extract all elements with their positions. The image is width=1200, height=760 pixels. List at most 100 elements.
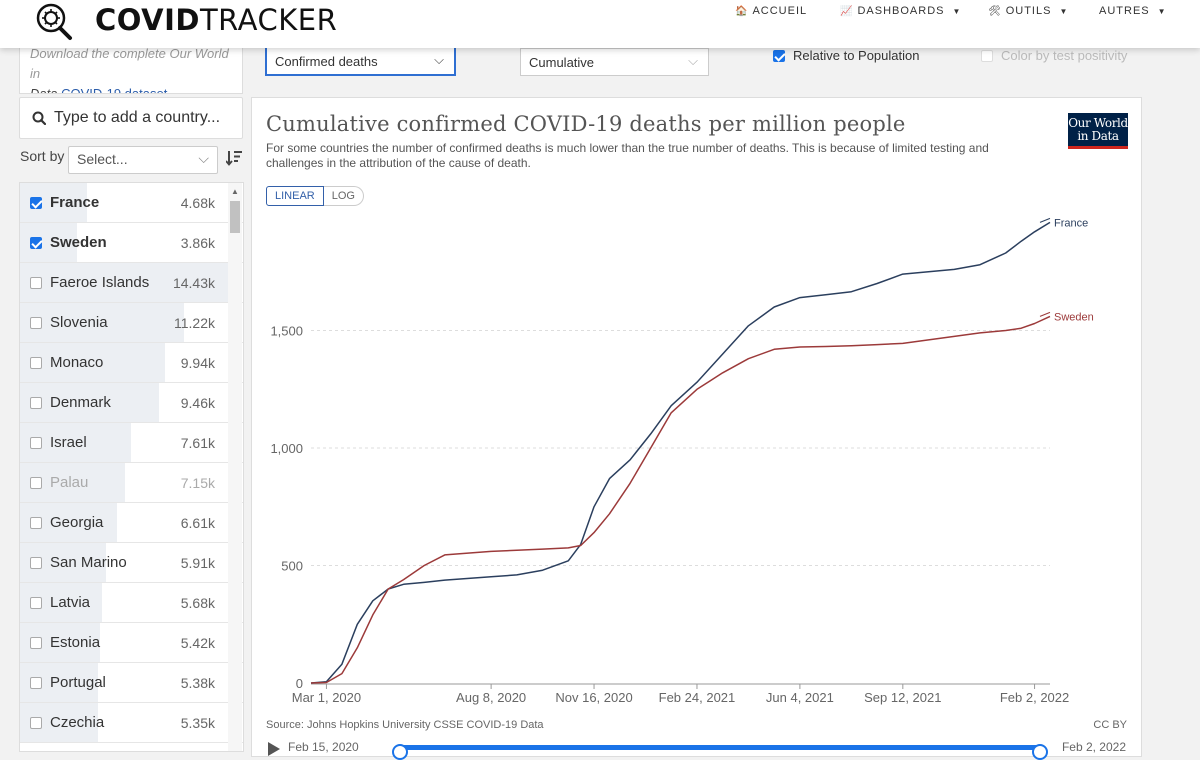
nav-outils[interactable]: 🛠 OUTILS ▼ — [988, 5, 1068, 17]
y-tick-label: 1,000 — [270, 441, 303, 456]
checkbox-unchecked-icon — [981, 49, 993, 62]
country-row[interactable]: Sweden 3.86k — [20, 223, 243, 263]
x-tick-label: Aug 8, 2020 — [456, 690, 526, 705]
checkbox-unchecked-icon[interactable] — [30, 436, 42, 449]
country-row[interactable]: Denmark 9.46k — [20, 383, 243, 423]
sort-by-label: Sort by — [20, 148, 65, 164]
checkbox-unchecked-icon[interactable] — [30, 556, 42, 569]
relative-to-population-checkbox[interactable]: Relative to Population — [773, 48, 919, 63]
download-note-data: Data — [30, 86, 58, 94]
country-row[interactable]: Estonia 5.42k — [20, 623, 243, 663]
country-value-bar — [20, 343, 165, 382]
owid-logo-line2: in Data — [1077, 129, 1119, 143]
interval-select[interactable]: Cumulative ⌵ — [520, 48, 709, 76]
country-value: 9.46k — [180, 394, 215, 411]
series-label-france[interactable]: France — [1054, 217, 1088, 229]
country-row[interactable]: Latvia 5.68k — [20, 583, 243, 623]
country-value: 6.61k — [180, 514, 215, 531]
sort-order-icon[interactable] — [226, 150, 242, 166]
series-line-sweden[interactable] — [310, 315, 1051, 684]
nav-accueil-label: ACCUEIL — [752, 5, 808, 17]
country-value: 11.22k — [174, 314, 215, 331]
checkbox-unchecked-icon[interactable] — [30, 676, 42, 689]
country-value: 5.42k — [180, 634, 215, 651]
caret-down-icon: ▼ — [1059, 6, 1069, 16]
checkbox-unchecked-icon[interactable] — [30, 316, 42, 329]
chevron-down-icon: ⌵ — [688, 53, 698, 68]
country-row[interactable]: Portugal 5.38k — [20, 663, 243, 703]
country-name: Sweden — [50, 234, 107, 251]
y-tick-label: 0 — [296, 676, 303, 691]
country-name: Portugal — [50, 674, 106, 691]
timeline-start-handle[interactable] — [392, 744, 408, 760]
country-name: Faeroe Islands — [50, 274, 150, 291]
y-tick-label: 500 — [281, 559, 303, 574]
checkbox-unchecked-icon[interactable] — [30, 396, 42, 409]
nav-autres-label: AUTRES — [1099, 5, 1150, 17]
country-row[interactable]: Palau 7.15k — [20, 463, 243, 503]
country-name: Palau — [50, 474, 89, 491]
our-world-in-data-logo[interactable]: Our World in Data — [1068, 113, 1128, 149]
main-content: Download the complete Our World in Data … — [0, 36, 1200, 760]
timeline-track[interactable] — [392, 744, 1048, 760]
country-name: San Marino — [50, 554, 127, 571]
checkbox-unchecked-icon[interactable] — [30, 476, 42, 489]
checkbox-unchecked-icon[interactable] — [30, 636, 42, 649]
x-tick-label: Mar 1, 2020 — [292, 690, 361, 705]
checkbox-unchecked-icon[interactable] — [30, 276, 42, 289]
nav-accueil[interactable]: 🏠 ACCUEIL — [735, 5, 807, 17]
country-list: France 4.68k Sweden 3.86k Faeroe Islands 14.4… — [19, 182, 244, 752]
nav-outils-label: OUTILS — [1005, 5, 1052, 17]
series-label-sweden[interactable]: Sweden — [1054, 311, 1094, 323]
country-list-scrollbar[interactable]: ▲ — [228, 183, 242, 751]
country-value: 5.38k — [180, 674, 215, 691]
country-search-input[interactable]: Type to add a country... — [19, 97, 243, 139]
color-by-test-positivity-checkbox[interactable]: Color by test positivity — [981, 48, 1127, 63]
series-line-france[interactable] — [310, 221, 1051, 684]
country-name: Denmark — [50, 394, 111, 411]
checkbox-unchecked-icon[interactable] — [30, 716, 42, 729]
timeline-end-handle[interactable] — [1032, 744, 1048, 760]
checkbox-checked-icon — [773, 49, 785, 62]
country-value: 9.94k — [180, 354, 215, 371]
scale-toggle: LINEAR LOG — [266, 186, 364, 206]
log-scale-button[interactable]: LOG — [323, 186, 364, 206]
top-navbar: COVIDTRACKER 🏠 ACCUEIL 📈 DASHBOARDS ▼ 🛠 … — [0, 0, 1200, 48]
y-tick-label: 1,500 — [270, 324, 303, 339]
chart-panel: Cumulative confirmed COVID-19 deaths per… — [251, 97, 1142, 760]
chevron-down-icon: ⌵ — [198, 150, 209, 166]
virus-magnifier-logo-icon[interactable] — [32, 0, 78, 46]
country-row[interactable]: France 4.68k — [20, 183, 243, 223]
brand-rest: TRACKER — [199, 3, 338, 37]
checkbox-checked-icon[interactable] — [30, 196, 42, 209]
checkbox-unchecked-icon[interactable] — [30, 596, 42, 609]
country-row[interactable]: Georgia 6.61k — [20, 503, 243, 543]
nav-dashboards[interactable]: 📈 DASHBOARDS ▼ — [840, 5, 961, 17]
country-row[interactable]: Faeroe Islands 14.43k — [20, 263, 243, 303]
checkbox-unchecked-icon[interactable] — [30, 516, 42, 529]
country-row[interactable]: Monaco 9.94k — [20, 343, 243, 383]
caret-down-icon: ▼ — [952, 6, 962, 16]
linear-scale-button[interactable]: LINEAR — [266, 186, 324, 206]
checkbox-checked-icon[interactable] — [30, 236, 42, 249]
country-row[interactable]: Israel 7.61k — [20, 423, 243, 463]
sort-select[interactable]: Select... ⌵ — [68, 146, 218, 174]
x-tick-label: Sep 12, 2021 — [864, 690, 941, 705]
country-row[interactable]: Czechia 5.35k — [20, 703, 243, 743]
scroll-up-arrow-icon[interactable]: ▲ — [231, 187, 239, 196]
nav-dashboards-label: DASHBOARDS — [857, 5, 945, 17]
brand-wordmark[interactable]: COVIDTRACKER — [95, 3, 337, 37]
checkbox-unchecked-icon[interactable] — [30, 356, 42, 369]
nav-autres[interactable]: AUTRES ▼ — [1099, 5, 1167, 17]
metric-select[interactable]: Confirmed deaths ⌵ — [265, 44, 456, 76]
search-placeholder: Type to add a country... — [54, 109, 221, 126]
dataset-link[interactable]: COVID-19 dataset. — [61, 86, 171, 94]
play-icon[interactable] — [268, 742, 280, 756]
license-label[interactable]: CC BY — [1093, 719, 1127, 731]
country-row[interactable]: San Marino 5.91k — [20, 543, 243, 583]
chart-subtitle: For some countries the number of confirm… — [266, 141, 989, 170]
chart-title: Cumulative confirmed COVID-19 deaths per… — [266, 112, 906, 136]
relative-to-population-label: Relative to Population — [793, 48, 920, 63]
scrollbar-thumb[interactable] — [230, 201, 240, 233]
country-row[interactable]: Slovenia 11.22k — [20, 303, 243, 343]
